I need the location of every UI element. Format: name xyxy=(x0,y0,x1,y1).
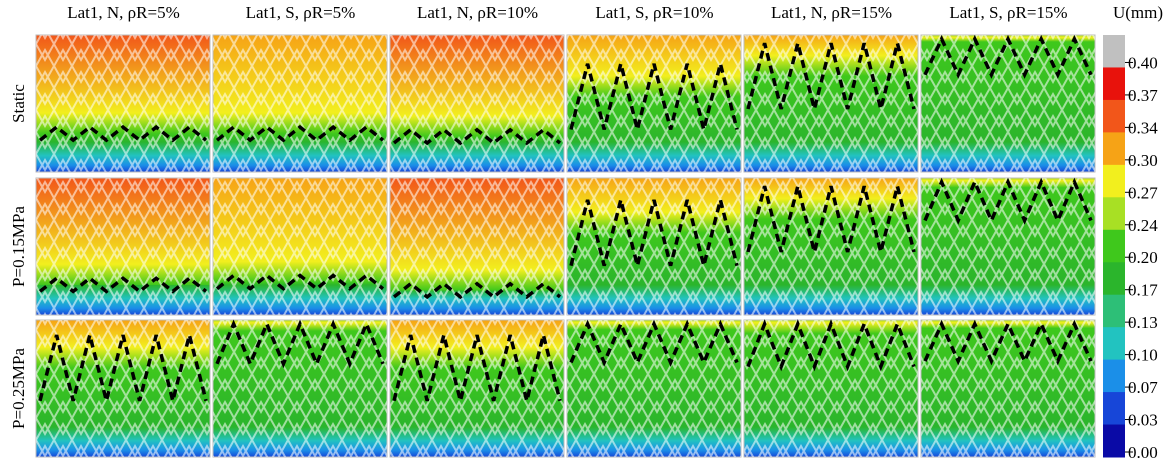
column-title: Lat1, S, ρR=10% xyxy=(595,3,713,22)
legend-swatch xyxy=(1103,360,1125,393)
legend-swatch xyxy=(1103,425,1125,458)
legend-tick-label: 0.34 xyxy=(1128,118,1158,137)
column-title: Lat1, S, ρR=15% xyxy=(949,3,1067,22)
lattice-overlay xyxy=(567,178,741,315)
legend-swatch xyxy=(1103,392,1125,425)
legend-swatch xyxy=(1103,262,1125,295)
legend-tick-label: 0.40 xyxy=(1128,53,1158,72)
legend-swatch xyxy=(1103,67,1125,100)
legend-tick-label: 0.03 xyxy=(1128,411,1158,430)
column-title: Lat1, S, ρR=5% xyxy=(246,3,356,22)
lattice-overlay xyxy=(744,35,918,172)
lattice-overlay xyxy=(36,178,210,315)
row-label: P=0.15MPa xyxy=(9,206,28,287)
legend-tick-label: 0.00 xyxy=(1128,443,1158,462)
lattice-overlay xyxy=(213,35,387,172)
row-label: Static xyxy=(9,84,28,123)
legend-swatch xyxy=(1103,132,1125,165)
legend-swatch xyxy=(1103,327,1125,360)
figure: Lat1, N, ρR=5% Lat1, S, ρR=5% Lat1, N, ρR=… xyxy=(0,0,1173,462)
legend-tick-label: 0.37 xyxy=(1128,86,1158,105)
legend-tick-label: 0.27 xyxy=(1128,183,1158,202)
lattice-overlay xyxy=(36,35,210,172)
legend-tick-label: 0.10 xyxy=(1128,346,1158,365)
lattice-overlay xyxy=(921,35,1095,172)
lattice-overlay xyxy=(390,178,564,315)
lattice-overlay xyxy=(390,35,564,172)
lattice-overlay xyxy=(213,178,387,315)
lattice-overlay xyxy=(744,178,918,315)
legend-tick-label: 0.07 xyxy=(1128,378,1158,397)
legend-swatch xyxy=(1103,35,1125,68)
legend-swatch xyxy=(1103,230,1125,263)
column-title: Lat1, N, ρR=15% xyxy=(771,3,892,22)
legend-swatch xyxy=(1103,197,1125,230)
legend-swatch xyxy=(1103,100,1125,133)
legend-tick-label: 0.17 xyxy=(1128,281,1158,300)
legend-title: U(mm) xyxy=(1113,3,1163,22)
column-title: Lat1, N, ρR=5% xyxy=(67,3,180,22)
legend-tick-label: 0.24 xyxy=(1128,216,1158,235)
legend-tick-label: 0.30 xyxy=(1128,151,1158,170)
legend-tick-label: 0.20 xyxy=(1128,248,1158,267)
column-title: Lat1, N, ρR=10% xyxy=(417,3,538,22)
legend-swatch xyxy=(1103,165,1125,198)
row-label: P=0.25MPa xyxy=(9,348,28,429)
legend-tick-label: 0.13 xyxy=(1128,313,1158,332)
legend-swatch xyxy=(1103,295,1125,328)
lattice-overlay xyxy=(567,35,741,172)
